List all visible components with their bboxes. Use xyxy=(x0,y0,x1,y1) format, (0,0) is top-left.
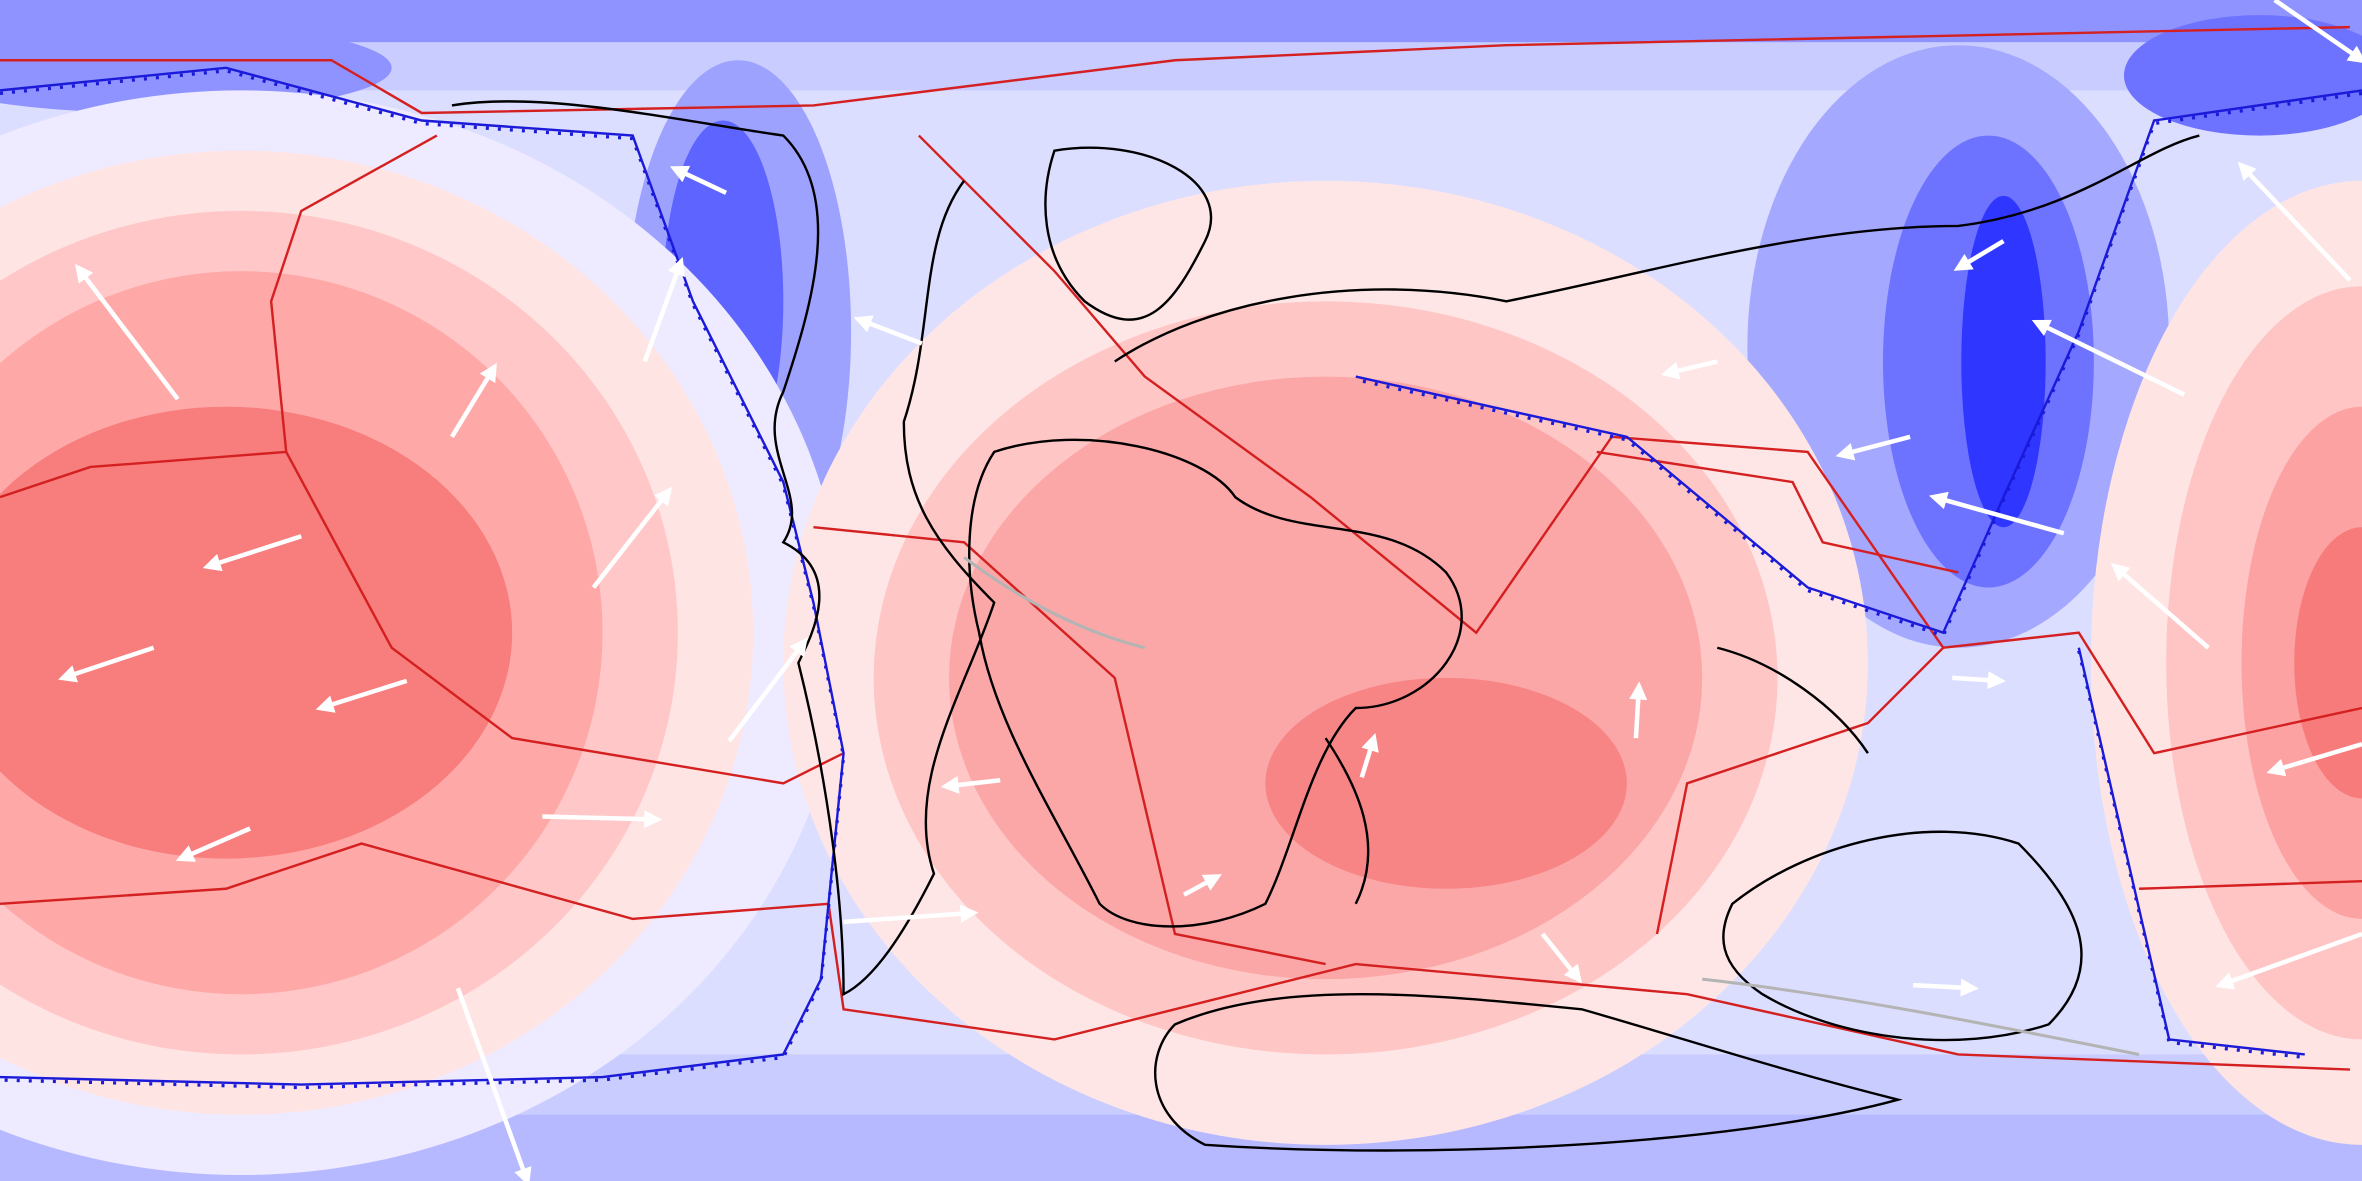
velocity-arrows xyxy=(58,0,2362,1181)
coastlines xyxy=(451,100,2200,1152)
plate-boundaries xyxy=(0,25,2362,1071)
terrane-outlines xyxy=(963,556,2140,1056)
subduction-zones xyxy=(0,66,2362,1090)
